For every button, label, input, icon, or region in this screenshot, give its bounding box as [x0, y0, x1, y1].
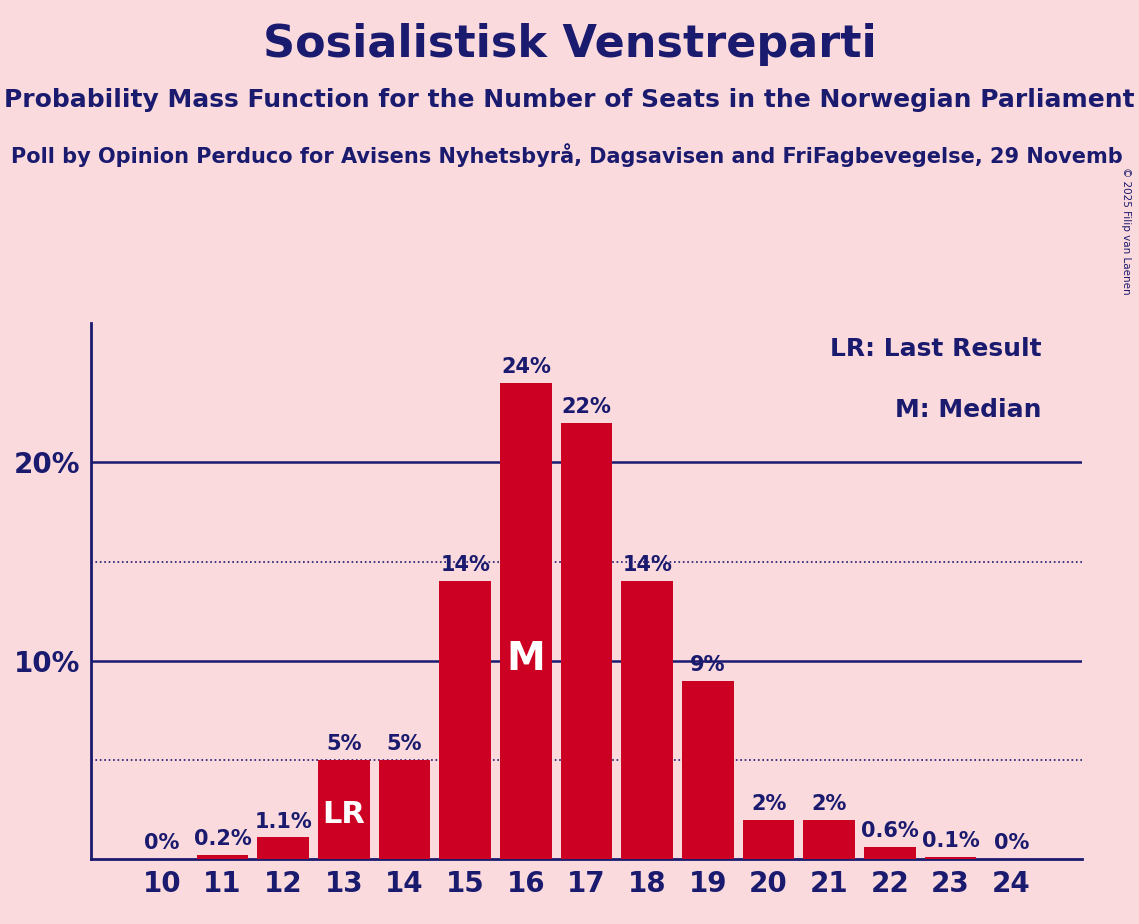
- Bar: [500, 383, 551, 859]
- Bar: [197, 856, 248, 859]
- Text: 5%: 5%: [387, 735, 423, 754]
- Text: 2%: 2%: [812, 794, 847, 814]
- Bar: [803, 820, 855, 859]
- Text: 0%: 0%: [145, 833, 180, 854]
- Bar: [865, 847, 916, 859]
- Bar: [379, 760, 431, 859]
- Text: 9%: 9%: [690, 655, 726, 675]
- Bar: [925, 857, 976, 859]
- Text: Sosialistisk Venstreparti: Sosialistisk Venstreparti: [263, 23, 876, 67]
- Bar: [622, 581, 673, 859]
- Bar: [743, 820, 794, 859]
- Bar: [682, 681, 734, 859]
- Text: LR: Last Result: LR: Last Result: [830, 337, 1041, 360]
- Text: 0.1%: 0.1%: [921, 832, 980, 851]
- Bar: [257, 837, 309, 859]
- Bar: [560, 422, 613, 859]
- Text: 5%: 5%: [326, 735, 362, 754]
- Text: 24%: 24%: [501, 357, 551, 377]
- Text: 14%: 14%: [622, 555, 672, 576]
- Text: 0.6%: 0.6%: [861, 821, 919, 842]
- Text: 0%: 0%: [993, 833, 1029, 854]
- Text: 14%: 14%: [441, 555, 490, 576]
- Bar: [318, 760, 370, 859]
- Text: 2%: 2%: [751, 794, 786, 814]
- Text: 0.2%: 0.2%: [194, 830, 252, 849]
- Text: 22%: 22%: [562, 396, 612, 417]
- Text: LR: LR: [322, 800, 366, 829]
- Text: Probability Mass Function for the Number of Seats in the Norwegian Parliament: Probability Mass Function for the Number…: [5, 88, 1134, 112]
- Text: Poll by Opinion Perduco for Avisens Nyhetsbyrå, Dagsavisen and FriFagbevegelse, : Poll by Opinion Perduco for Avisens Nyhe…: [11, 143, 1123, 167]
- Text: 1.1%: 1.1%: [254, 811, 312, 832]
- Text: © 2025 Filip van Laenen: © 2025 Filip van Laenen: [1121, 167, 1131, 295]
- Text: M: M: [507, 640, 546, 678]
- Bar: [440, 581, 491, 859]
- Text: M: Median: M: Median: [895, 398, 1041, 422]
